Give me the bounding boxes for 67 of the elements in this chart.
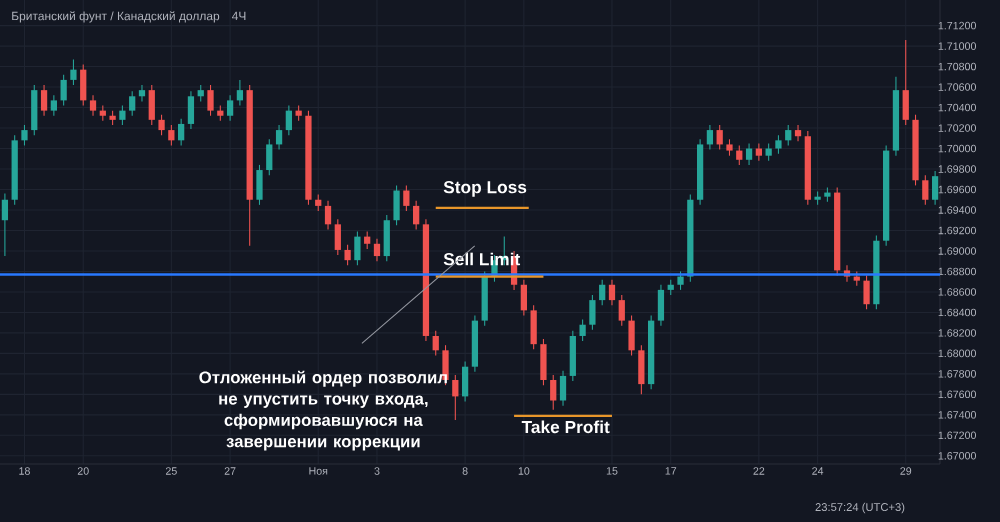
candlestick bbox=[736, 144, 743, 166]
candlestick bbox=[21, 124, 28, 146]
candlestick bbox=[931, 170, 939, 206]
candlestick bbox=[902, 39, 909, 126]
candlestick bbox=[520, 279, 527, 317]
candlestick bbox=[413, 200, 420, 230]
candlestick bbox=[775, 134, 782, 155]
candlestick bbox=[354, 230, 361, 266]
candlestick bbox=[403, 184, 410, 212]
candlestick bbox=[50, 94, 57, 117]
candlestick bbox=[383, 214, 390, 262]
candlestick bbox=[863, 275, 870, 310]
candlestick bbox=[559, 370, 567, 407]
candlestick bbox=[207, 84, 214, 117]
candlestick bbox=[70, 58, 77, 86]
candlestick bbox=[550, 374, 557, 411]
candlestick bbox=[638, 344, 645, 395]
candlestick bbox=[324, 200, 332, 230]
candlestick bbox=[794, 124, 802, 142]
candlestick bbox=[236, 79, 244, 107]
candlestick bbox=[579, 319, 586, 342]
candlestick bbox=[344, 244, 351, 266]
candlestick bbox=[745, 142, 753, 166]
candlestick bbox=[716, 124, 723, 151]
candlestick bbox=[755, 142, 762, 162]
candlestick bbox=[158, 114, 165, 136]
ref-line-label: Stop Loss bbox=[443, 181, 527, 197]
candlestick bbox=[373, 238, 381, 262]
candlestick bbox=[618, 294, 625, 327]
candlestick bbox=[481, 270, 488, 327]
candlestick bbox=[432, 330, 439, 356]
candlestick bbox=[922, 174, 929, 206]
candlestick bbox=[452, 374, 459, 421]
candlestick bbox=[266, 138, 273, 176]
candlestick bbox=[599, 279, 606, 306]
candlestick bbox=[393, 184, 400, 226]
candlestick bbox=[31, 84, 38, 136]
candlestick bbox=[129, 90, 136, 117]
candlestick bbox=[275, 124, 283, 151]
candlestick bbox=[657, 284, 665, 327]
candlestick bbox=[471, 314, 479, 373]
candlestick bbox=[168, 124, 175, 146]
candlestick bbox=[138, 84, 146, 102]
candlestick bbox=[589, 294, 596, 331]
candlestick bbox=[530, 304, 537, 350]
candlestick bbox=[608, 279, 616, 306]
candlestick bbox=[1, 193, 9, 257]
candlestick bbox=[148, 84, 155, 126]
candlestick bbox=[226, 94, 234, 122]
candlestick bbox=[628, 314, 635, 356]
candlestick bbox=[785, 124, 792, 146]
candlestick bbox=[540, 338, 547, 386]
candlestick bbox=[285, 104, 292, 136]
candlestick bbox=[80, 63, 87, 107]
candlestick bbox=[119, 104, 126, 126]
candlestick bbox=[40, 84, 48, 117]
candlestick bbox=[60, 74, 67, 107]
candlestick bbox=[461, 361, 469, 403]
candlestick bbox=[187, 90, 195, 130]
candlestick bbox=[569, 330, 576, 382]
candlestick bbox=[178, 118, 185, 146]
candlestick bbox=[89, 94, 97, 117]
candlestick bbox=[677, 270, 684, 291]
candlestick bbox=[256, 164, 263, 206]
ref-line-label: Take Profit bbox=[521, 420, 610, 434]
candlestick bbox=[706, 124, 714, 151]
candlestick bbox=[334, 218, 341, 256]
